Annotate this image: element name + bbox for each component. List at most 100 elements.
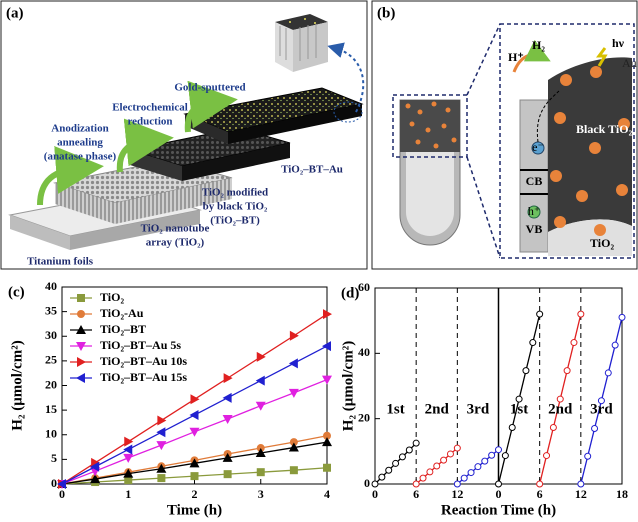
marker (223, 470, 232, 479)
marker (323, 463, 331, 472)
plot-frame (61, 286, 328, 485)
marker (57, 479, 66, 489)
marker (529, 339, 537, 347)
marker (577, 480, 585, 488)
marker (156, 427, 166, 438)
marker (156, 441, 167, 451)
step-label: reduction (127, 116, 172, 128)
nanotube-front (115, 178, 232, 224)
marker (189, 427, 200, 437)
h2-label: H₂ (532, 38, 545, 52)
marker (556, 395, 564, 403)
y-axis-label: H₂ (μmol/cm²) (9, 340, 25, 430)
hole-label: h⁺ (528, 204, 540, 218)
step-label: Gold-sputtered (174, 82, 245, 94)
marker (453, 480, 461, 488)
marker (371, 480, 379, 488)
x-tick-label: 6 (537, 487, 543, 501)
x-tick-label: 0 (496, 487, 502, 501)
marker (378, 473, 386, 481)
marker (77, 294, 85, 302)
light-bolt (596, 47, 608, 67)
marker (288, 388, 299, 398)
marker (322, 437, 332, 447)
x-tick-label: 0 (59, 487, 65, 501)
cb-label: CB (526, 174, 543, 188)
y-tick-label: 60 (358, 280, 370, 294)
product-label: array (TiO₂) (146, 237, 205, 249)
marker (189, 410, 199, 421)
marker (604, 369, 612, 377)
step-label: Anodization (51, 123, 108, 135)
zoom-circle (333, 101, 363, 123)
marker (255, 447, 266, 457)
marker (77, 310, 85, 318)
marker (322, 375, 332, 385)
panel-label: (c) (8, 284, 25, 300)
marker (256, 468, 265, 477)
h-plus: H⁺ (508, 50, 524, 64)
product-label: TiO₂–BT–Au (281, 164, 343, 176)
marker (77, 357, 86, 367)
marker (157, 415, 167, 426)
hole-dot (527, 205, 541, 219)
marker (323, 431, 331, 440)
series-label: 1st (510, 401, 528, 417)
marker (577, 310, 585, 318)
marker (405, 446, 413, 454)
marker (495, 480, 502, 488)
x-tick-label: 2 (192, 487, 198, 501)
product-label: (TiO₂–BT) (210, 215, 260, 227)
marker (76, 373, 85, 383)
legend-label: TiO₂–BT (100, 322, 146, 336)
marker (385, 466, 393, 474)
x-tick-label: 1 (125, 487, 131, 501)
marker (426, 468, 434, 476)
marker (412, 439, 420, 447)
electron-label: e⁻ (532, 140, 544, 154)
marker (488, 451, 496, 459)
marker (222, 414, 233, 424)
zoom-arrow (327, 42, 365, 113)
marker (453, 444, 461, 452)
marker (412, 480, 420, 488)
y-tick-label: 0 (364, 476, 370, 490)
x-tick-label: 12 (451, 487, 463, 501)
product-label: by black TiO₂ (203, 201, 268, 213)
vb-label: VB (526, 222, 543, 236)
step-arrow (37, 145, 104, 206)
marker (288, 358, 298, 369)
black-tio2-label: Black TiO₂ (576, 122, 633, 136)
cube-icon (275, 14, 328, 72)
marker (508, 423, 516, 431)
legend-label: TiO₂ (100, 290, 124, 304)
gold-front (228, 104, 362, 144)
panel-label: (d) (341, 285, 359, 301)
marker (433, 462, 441, 470)
marker (323, 309, 332, 320)
au-dots (405, 101, 457, 149)
series-label: 1st (386, 401, 404, 417)
y-tick-label: 35 (45, 303, 57, 317)
marker (570, 339, 578, 347)
product-label: TiO₂ nanotube (141, 223, 210, 235)
y-tick-label: 25 (45, 353, 57, 367)
marker (584, 452, 592, 460)
product-label: Titanium foils (27, 256, 94, 268)
marker (289, 466, 298, 475)
marker (440, 456, 448, 464)
marker (76, 325, 86, 334)
marker (190, 394, 200, 405)
panel-label: (a) (6, 5, 24, 21)
foil-side (10, 215, 70, 250)
marker (90, 461, 100, 472)
au-particles (550, 66, 630, 236)
marker (467, 469, 475, 477)
au-label: Au (622, 56, 637, 70)
marker (536, 310, 544, 318)
marker (223, 373, 233, 384)
h2-arrow (512, 39, 551, 73)
series-label: 3rd (467, 401, 490, 417)
marker (481, 457, 489, 465)
